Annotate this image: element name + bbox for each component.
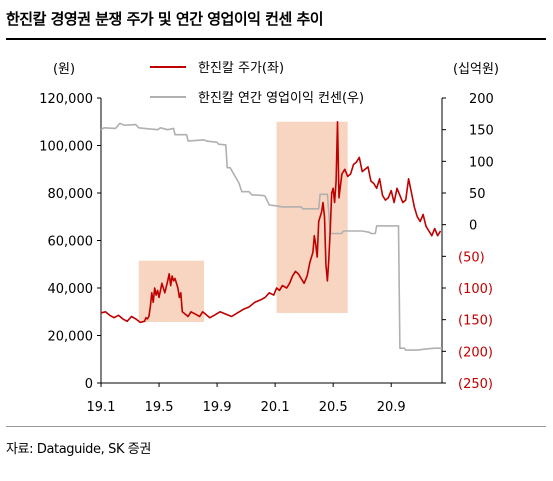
title-rule <box>6 38 546 40</box>
right-tick-label: 100 <box>469 155 494 170</box>
right-tick-label: (150) <box>458 314 493 329</box>
x-tick-label: 20.9 <box>377 400 406 415</box>
left-tick-label: 0 <box>85 377 93 392</box>
series-lines <box>100 121 442 351</box>
highlight-box <box>276 121 348 313</box>
right-tick-label: 0 <box>469 219 477 234</box>
axis-labels: 120,000 100,000 80,000 60,000 40,000 20,000 0 2… <box>39 62 499 415</box>
x-tick-label: 20.1 <box>261 400 290 415</box>
series-line-consensus <box>100 122 442 351</box>
right-tick-label: (50) <box>458 250 485 265</box>
x-tick-label: 19.5 <box>145 400 174 415</box>
left-tick-label: 40,000 <box>48 282 94 297</box>
x-tick-label: 20.5 <box>319 400 348 415</box>
x-tick-label: 19.1 <box>87 400 116 415</box>
right-axis-unit: (십억원) <box>453 62 499 77</box>
legend: 한진칼 주가(좌) 한진칼 연간 영업이익 컨센(우) <box>150 61 364 106</box>
right-tick-label: 150 <box>469 124 494 139</box>
x-tick-label: 19.9 <box>203 400 232 415</box>
right-tick-label: 200 <box>469 92 494 107</box>
axes <box>97 97 446 387</box>
left-tick-label: 80,000 <box>48 187 94 202</box>
right-tick-label: 50 <box>469 187 486 202</box>
left-tick-label: 100,000 <box>39 140 93 155</box>
left-tick-label: 120,000 <box>39 92 93 107</box>
legend-label-price: 한진칼 주가(좌) <box>198 61 284 76</box>
highlight-regions <box>138 121 348 322</box>
right-tick-label: (250) <box>458 377 493 392</box>
left-axis-unit: (원) <box>53 62 75 77</box>
legend-label-consensus: 한진칼 연간 영업이익 컨센(우) <box>198 91 364 106</box>
right-tick-label: (200) <box>458 345 493 360</box>
series-line-price <box>100 121 442 324</box>
chart-title: 한진칼 경영권 분쟁 주가 및 연간 영업이익 컨센 추이 <box>6 10 324 28</box>
left-tick-label: 20,000 <box>48 330 94 345</box>
source-note: 자료: Dataguide, SK 증권 <box>6 442 151 457</box>
right-tick-label: (100) <box>458 282 493 297</box>
footer-rule <box>6 426 546 427</box>
left-tick-label: 60,000 <box>48 235 94 250</box>
